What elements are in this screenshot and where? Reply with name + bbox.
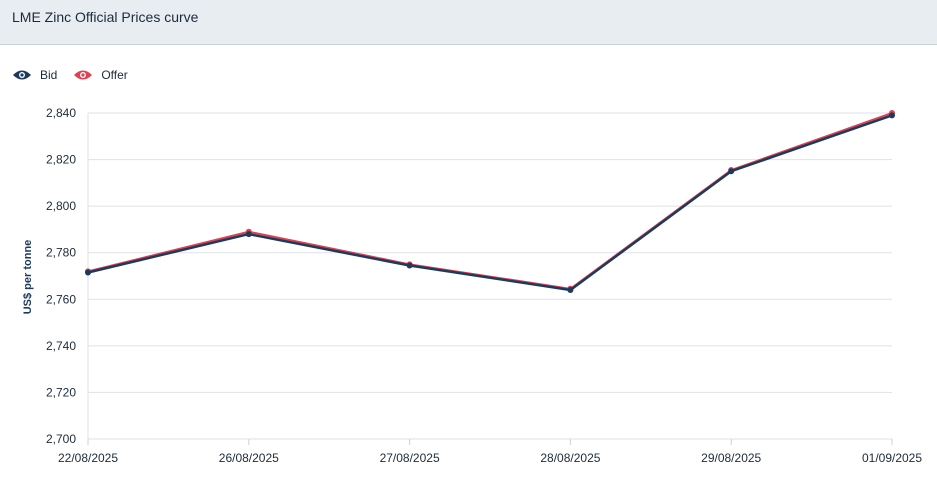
chart-legend: Bid Offer — [12, 68, 144, 82]
legend-label-bid: Bid — [40, 68, 58, 82]
y-tick-label: 2,820 — [46, 153, 76, 167]
eye-icon — [74, 70, 93, 80]
legend-label-offer: Offer — [101, 68, 128, 82]
x-tick-label: 26/08/2025 — [219, 451, 279, 465]
x-axis-ticks: 22/08/2025 26/08/2025 27/08/2025 28/08/2025… — [58, 439, 922, 465]
series-line-offer — [87, 112, 893, 290]
x-tick-label: 29/08/2025 — [701, 451, 761, 465]
data-point-bid[interactable] — [567, 286, 574, 293]
y-tick-label: 2,740 — [46, 339, 76, 353]
grid-lines — [87, 112, 892, 440]
series-lines — [85, 110, 895, 293]
data-point-bid[interactable] — [728, 168, 735, 175]
legend-item-offer[interactable]: Offer — [73, 68, 128, 82]
x-tick-label: 22/08/2025 — [58, 451, 118, 465]
y-tick-label: 2,760 — [46, 292, 76, 306]
legend-item-bid[interactable]: Bid — [12, 68, 57, 82]
y-tick-label: 2,720 — [46, 385, 76, 399]
y-tick-label: 2,780 — [46, 246, 76, 260]
x-tick-label: 01/09/2025 — [862, 451, 922, 465]
data-point-bid[interactable] — [406, 262, 413, 269]
y-tick-label: 2,700 — [46, 432, 76, 446]
y-axis-ticks: 2,700 2,720 2,740 2,760 2,780 2,800 2,820 2,840 — [46, 106, 76, 446]
data-point-bid[interactable] — [245, 231, 252, 238]
y-tick-label: 2,840 — [46, 106, 76, 120]
x-tick-label: 27/08/2025 — [380, 451, 440, 465]
y-axis-label: US$ per tonne — [22, 240, 34, 315]
chart-title: LME Zinc Official Prices curve — [12, 9, 199, 25]
data-point-bid[interactable] — [85, 269, 91, 276]
series-line-bid — [87, 114, 893, 292]
eye-icon — [13, 70, 31, 80]
x-tick-label: 28/08/2025 — [540, 451, 600, 465]
y-tick-label: 2,800 — [46, 199, 76, 213]
data-point-bid[interactable] — [889, 112, 895, 119]
chart-header: LME Zinc Official Prices curve — [0, 0, 937, 45]
